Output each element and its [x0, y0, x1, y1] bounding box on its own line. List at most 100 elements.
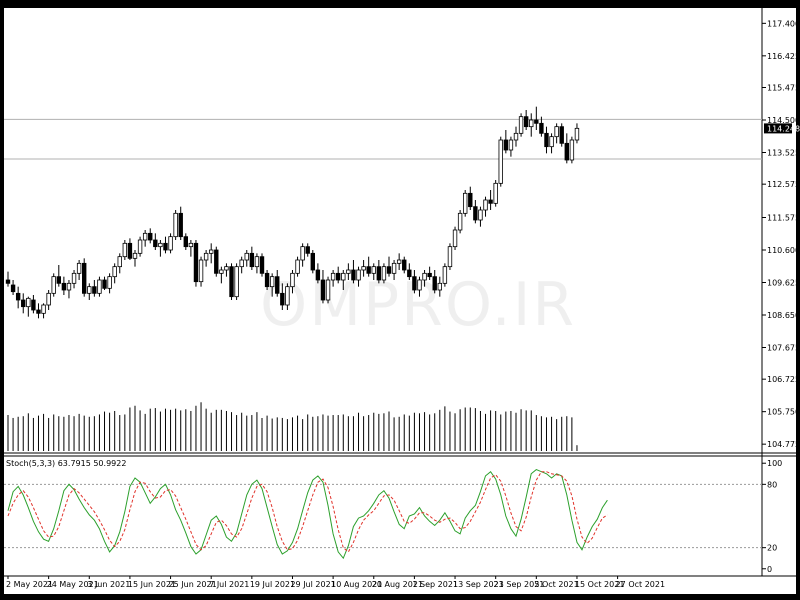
candle-body-down	[82, 262, 87, 294]
candle-body-down	[178, 212, 183, 238]
price-axis: 117.400 116.425 115.475 114.500 113.525 112.5…	[762, 19, 800, 449]
candle	[234, 263, 239, 300]
candle	[457, 210, 463, 234]
candle-body-down	[427, 272, 432, 278]
candle	[305, 243, 310, 257]
candle-body-up	[346, 269, 351, 274]
candle-body-down	[407, 269, 412, 278]
time-tick-label: 23 Sep 2021	[494, 580, 545, 589]
candle	[269, 273, 275, 297]
price-tick-label: 107.675	[767, 344, 800, 353]
candle	[132, 250, 138, 267]
candle-body-down	[503, 139, 509, 151]
candle-body-down	[559, 126, 564, 144]
candle-body-down	[335, 272, 341, 281]
candle	[356, 266, 361, 287]
candle-body-up	[46, 292, 51, 306]
candle-body-down	[102, 279, 107, 289]
candle-body-up	[87, 286, 92, 294]
time-tick-label: 15 Oct 2021	[575, 580, 624, 589]
candle	[87, 283, 92, 300]
candle-body-up	[549, 136, 554, 148]
stochastic-signal-line	[7, 471, 608, 553]
price-grid	[4, 118, 762, 160]
candle-body-up	[51, 276, 56, 294]
candle-body-up	[457, 212, 463, 231]
candle-body-down	[92, 286, 97, 294]
candle	[208, 243, 214, 264]
candle	[76, 260, 82, 280]
candle	[244, 250, 249, 267]
candle	[285, 283, 290, 310]
candle	[468, 186, 473, 210]
candle-body-up	[117, 256, 122, 268]
candle-body-up	[269, 276, 275, 288]
candle	[198, 256, 204, 287]
candle-body-up	[158, 242, 163, 248]
candle	[46, 290, 51, 310]
candle	[280, 283, 285, 310]
candle-body-down	[402, 259, 407, 271]
candle	[15, 286, 21, 309]
candle	[442, 263, 448, 287]
candle	[462, 190, 468, 217]
candle	[330, 270, 336, 287]
candle-body-down	[56, 276, 61, 284]
candle-body-up	[188, 242, 194, 248]
candle	[574, 123, 580, 144]
candle-body-up	[330, 272, 336, 281]
candle	[71, 270, 77, 289]
time-tick-label: 10 Aug 2021	[331, 580, 382, 589]
candle	[391, 260, 397, 280]
candle	[82, 258, 87, 297]
candle	[127, 238, 133, 260]
candle	[513, 126, 519, 147]
stochastic-title: Stoch(5,3,3) 63.7915 50.9922	[6, 459, 126, 468]
candle	[544, 126, 549, 154]
candle-body-up	[173, 212, 178, 238]
candle-body-up	[529, 119, 534, 128]
candle	[183, 233, 188, 250]
candle-body-up	[417, 279, 422, 291]
candle-body-down	[280, 292, 285, 306]
candle-body-down	[544, 132, 549, 148]
candle	[102, 276, 107, 290]
candle-body-down	[249, 252, 255, 268]
time-tick-label: 3 Jun 2021	[87, 580, 130, 589]
candle	[117, 253, 122, 274]
candle-body-down	[305, 246, 310, 254]
price-tick-label: 106.725	[767, 375, 800, 384]
candle	[371, 263, 376, 280]
candle	[381, 263, 387, 284]
stochastic-tick-label: 0	[767, 565, 772, 574]
time-tick-label: 2 May 2021	[6, 580, 53, 589]
candle-body-up	[442, 266, 448, 284]
candle-body-down	[523, 116, 529, 128]
volume-bars	[7, 402, 578, 451]
candle	[564, 133, 569, 164]
candle	[36, 303, 41, 319]
candle-body-down	[259, 256, 265, 274]
candle	[10, 280, 16, 295]
candle	[325, 276, 331, 304]
candle-body-down	[21, 299, 26, 308]
candle	[473, 200, 478, 224]
candle	[229, 263, 234, 300]
candle-body-up	[452, 229, 458, 248]
candle	[173, 210, 178, 240]
candle	[422, 270, 427, 287]
time-tick-label: 5 Oct 2021	[534, 580, 578, 589]
stochastic-tick-label: 80	[767, 480, 777, 489]
candle	[386, 256, 392, 277]
candle-body-up	[361, 266, 366, 271]
candle-body-up	[508, 139, 514, 151]
current-price-tag: 114.248	[764, 123, 800, 134]
candle-body-down	[10, 284, 16, 293]
candle-body-down	[315, 269, 321, 281]
candle	[239, 256, 244, 274]
candle	[529, 113, 534, 137]
time-tick-label: 25 Jun 2021	[169, 580, 217, 589]
candle	[341, 270, 346, 290]
candle-body-up	[554, 126, 559, 138]
chart-frame	[4, 8, 796, 594]
